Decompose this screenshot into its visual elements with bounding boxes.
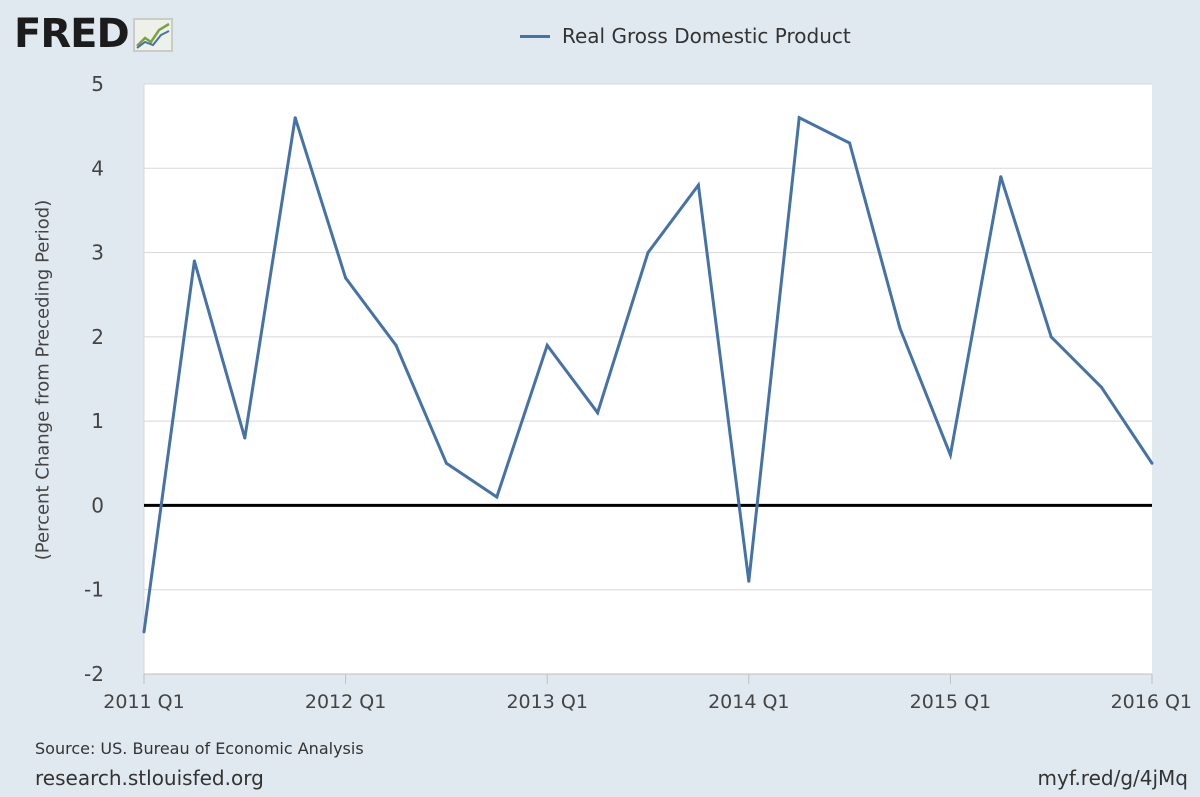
data-point[interactable]: 2013 Q1: 1.9 [545,343,549,347]
data-point[interactable]: 2012 Q2: 1.9 [394,343,398,347]
data-points: 2011 Q1: -1.5 2011 Q2: 2.9 2011 Q3: 0.8 201… [142,116,1154,634]
x-tick-label: 2012 Q1 [305,691,386,713]
data-point[interactable]: 2011 Q1: -1.5 [142,630,146,634]
y-tick-label: 4 [91,156,104,180]
data-point[interactable]: 2014 Q4: 2.1 [898,326,902,330]
data-point[interactable]: 2015 Q3: 2 [1049,335,1053,339]
chart-legend[interactable]: Real Gross Domestic Product [520,24,851,48]
data-point[interactable]: 2015 Q1: 0.6 [948,453,952,457]
data-point[interactable]: 2012 Q4: 0.1 [495,495,499,499]
y-tick-label: 2 [91,325,104,349]
x-tick-label: 2016 Q1 [1111,691,1192,713]
site-link[interactable]: research.stlouisfed.org [35,766,264,790]
legend-swatch [520,34,550,38]
x-tick-label: 2011 Q1 [103,691,184,713]
data-point[interactable]: 2011 Q4: 4.6 [293,116,297,120]
data-point[interactable]: 2014 Q1: -0.9 [747,579,751,583]
source-note: Source: US. Bureau of Economic Analysis [35,739,364,758]
x-tick-label: 2015 Q1 [910,691,991,713]
y-tick-label: -1 [84,578,104,602]
y-tick-label: 1 [91,409,104,433]
data-point[interactable]: 2013 Q2: 1.1 [596,411,600,415]
data-point[interactable]: 2011 Q3: 0.8 [243,436,247,440]
y-tick-labels: -2 -1 0 1 2 3 4 5 [84,72,104,686]
data-point[interactable]: 2015 Q4: 1.4 [1100,385,1104,389]
y-axis-label: (Percent Change from Preceding Period) [32,199,54,561]
x-tick-label: 2014 Q1 [708,691,789,713]
data-point[interactable]: 2012 Q1: 2.7 [344,276,348,280]
data-point[interactable]: 2016 Q1: 0.5 [1150,461,1154,465]
x-tick-label: 2013 Q1 [506,691,587,713]
data-point[interactable]: 2015 Q2: 3.9 [999,175,1003,179]
x-tick-labels: 2011 Q1 2012 Q1 2013 Q1 2014 Q1 2015 Q1 2016 … [103,673,1192,713]
data-point[interactable]: 2014 Q3: 4.3 [848,141,852,145]
fred-chart-icon [132,18,173,52]
fred-logo[interactable]: FRED [14,14,173,60]
data-point[interactable]: 2014 Q2: 4.6 [797,116,801,120]
y-tick-label: 3 [91,241,104,265]
short-link[interactable]: myf.red/g/4jMq [1037,766,1188,790]
legend-label: Real Gross Domestic Product [562,24,851,48]
data-point[interactable]: 2012 Q3: 0.5 [444,461,448,465]
plot-area [144,84,1152,674]
data-point[interactable]: 2011 Q2: 2.9 [192,259,196,263]
y-tick-label: 0 [91,493,104,517]
logo-text: FRED [14,11,130,57]
data-point[interactable]: 2013 Q4: 3.8 [696,183,700,187]
data-point[interactable]: 2013 Q3: 3 [646,251,650,255]
y-tick-label: -2 [84,662,104,686]
y-tick-label: 5 [91,72,104,96]
